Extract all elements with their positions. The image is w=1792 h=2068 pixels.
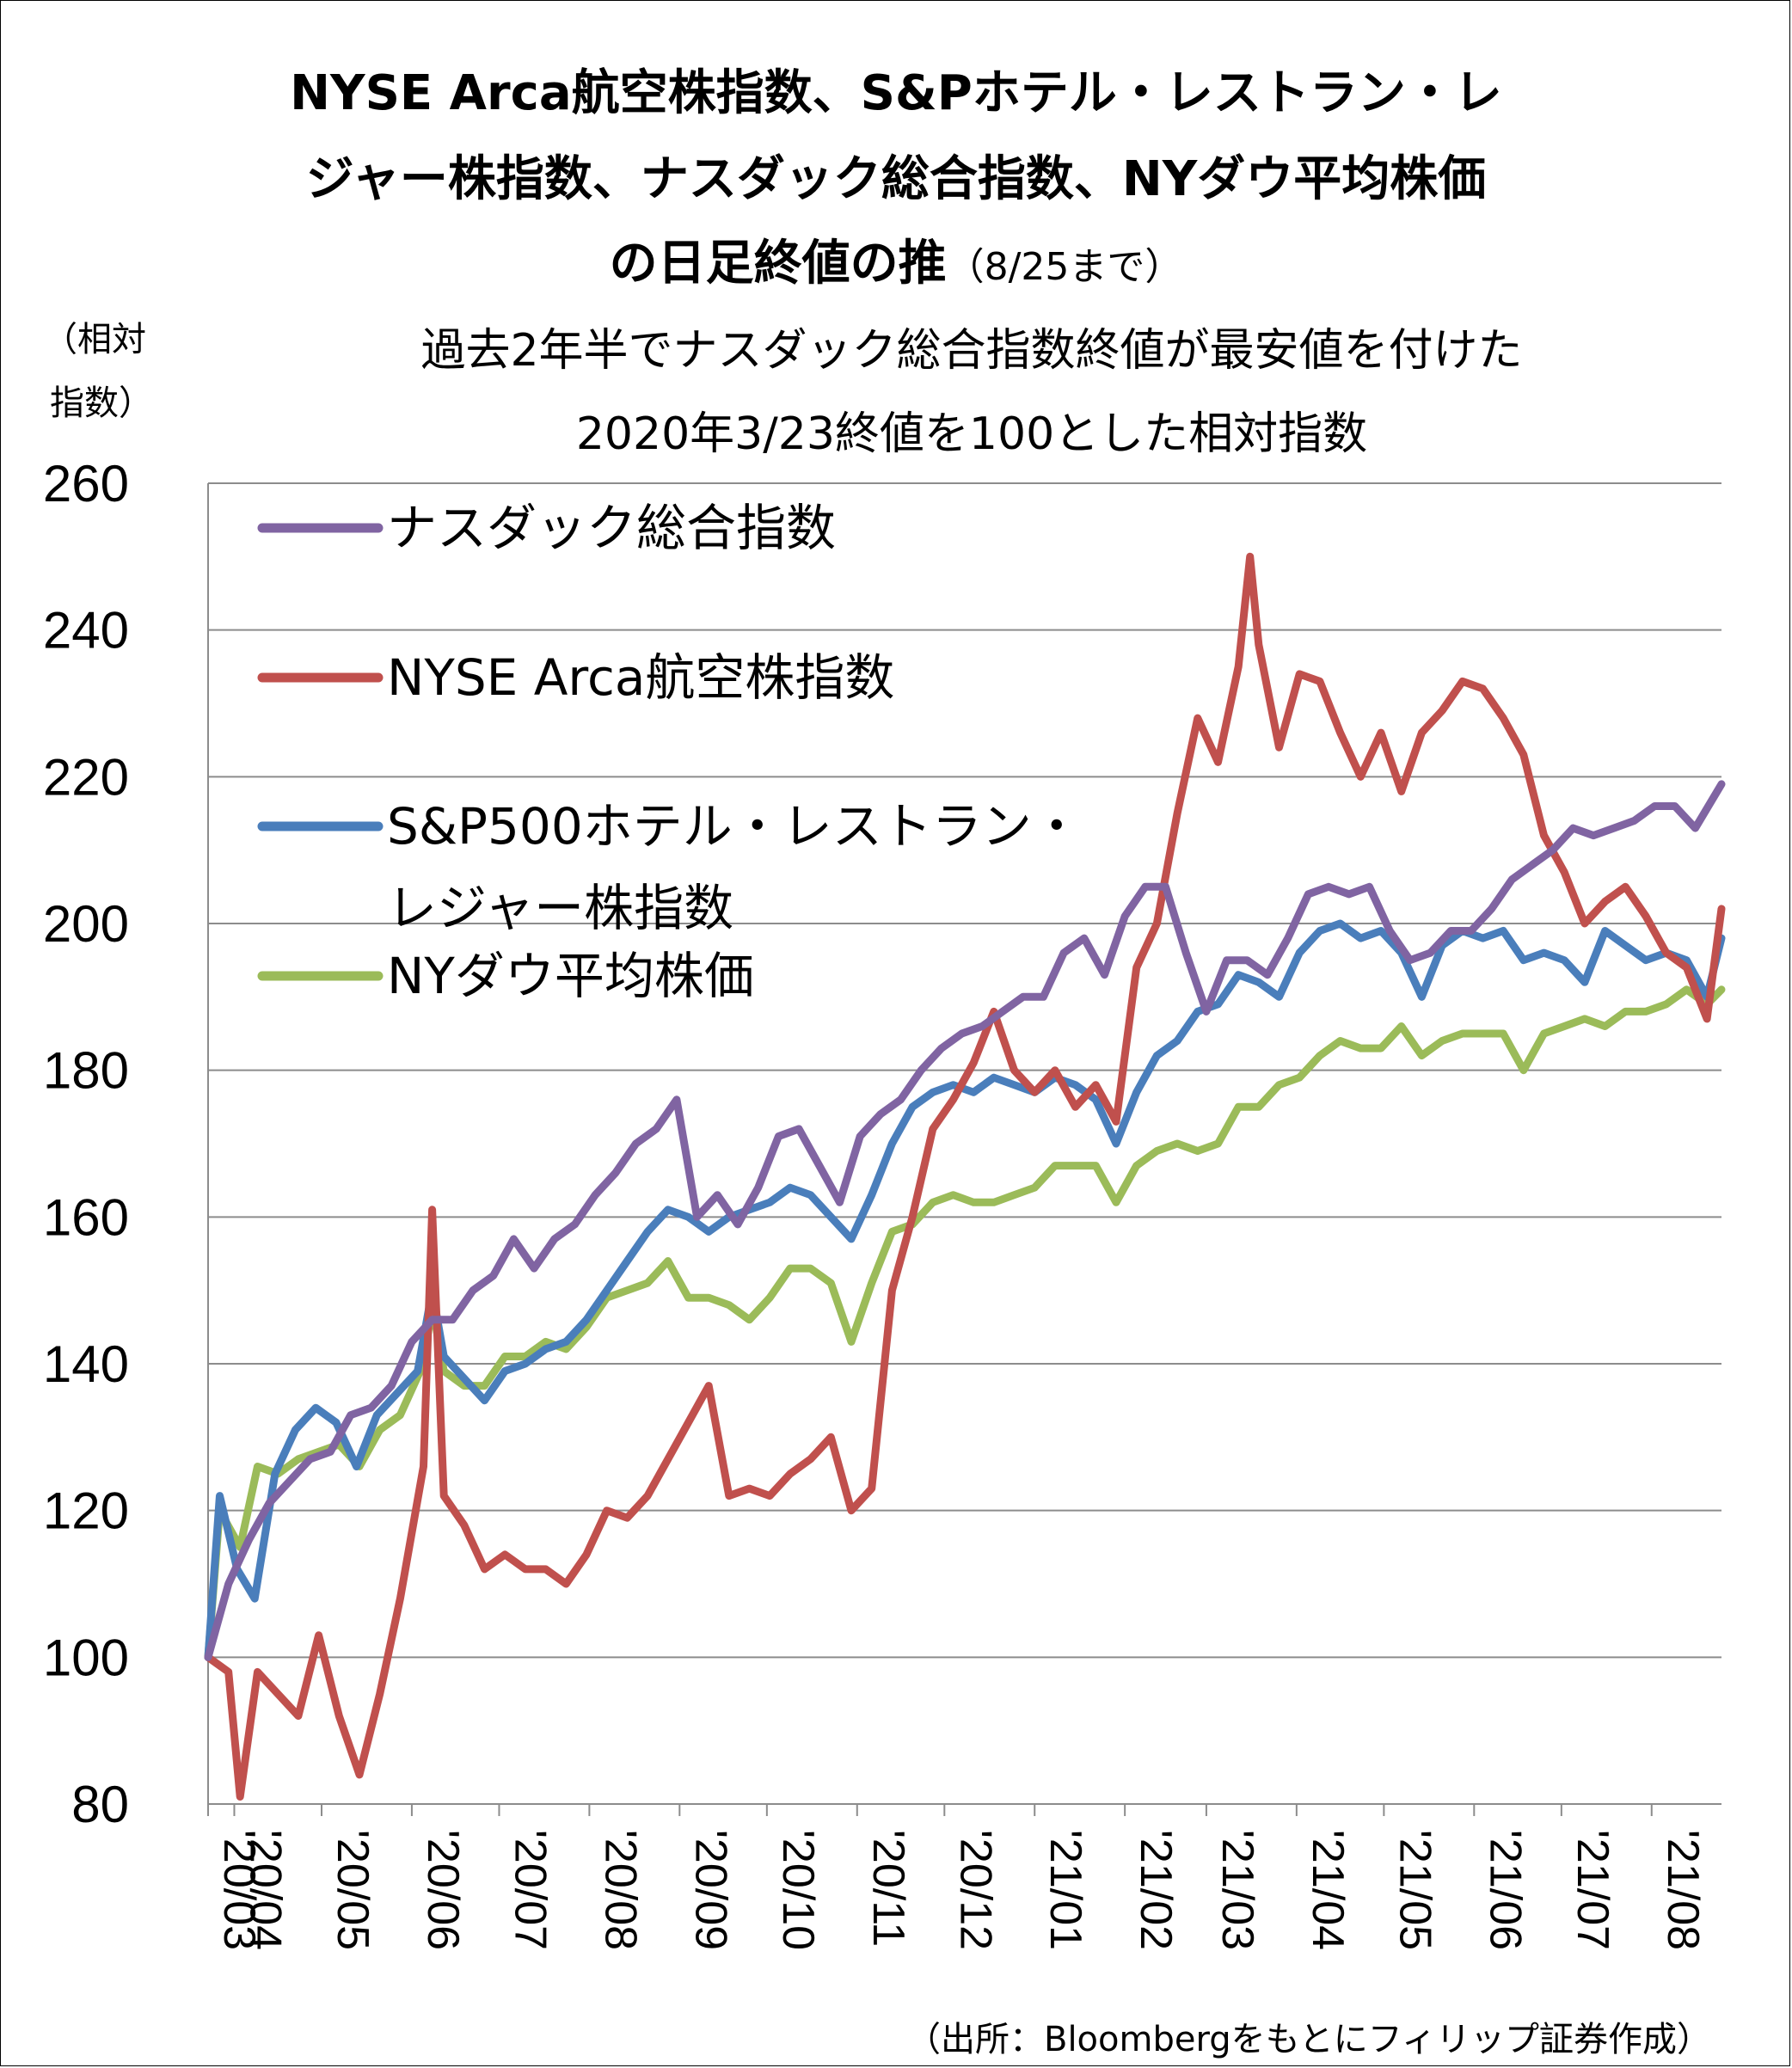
x-tick-label: '20/12 bbox=[950, 1830, 1000, 1950]
source-note: （出所：Bloombergをもとにフィリップ証券作成） bbox=[906, 2020, 1711, 2059]
x-tick-label: '20/07 bbox=[505, 1830, 555, 1950]
x-tick-label: '21/07 bbox=[1568, 1830, 1617, 1950]
x-tick-label: '20/03 bbox=[214, 1830, 264, 1950]
chart-title-line3: の日足終値の推（8/25まで） bbox=[610, 236, 1183, 291]
legend-label: ナスダック総合指数 bbox=[387, 499, 836, 557]
x-tick-label: '21/01 bbox=[1040, 1830, 1090, 1950]
chart-title-line3-main: の日足終値の推 bbox=[610, 236, 947, 291]
x-tick-label: '20/10 bbox=[773, 1830, 823, 1950]
y-tick-label: 220 bbox=[43, 748, 129, 806]
legend-label: S&P500ホテル・レストラン・ bbox=[387, 797, 1082, 856]
series-line-1 bbox=[204, 552, 1726, 1801]
y-unit-label-line2: 指数） bbox=[50, 384, 153, 423]
chart-subtitle-line2: 2020年3/23終値を100とした相対指数 bbox=[576, 408, 1367, 460]
x-tick-label: '21/02 bbox=[1131, 1830, 1181, 1950]
chart-title-line1: NYSE Arca航空株指数、S&Pホテル・レストラン・レ bbox=[290, 65, 1502, 121]
x-tick-label: '20/09 bbox=[685, 1830, 735, 1950]
y-tick-label: 260 bbox=[43, 455, 129, 512]
x-tick-label: '20/06 bbox=[418, 1830, 468, 1950]
x-tick-label: '21/05 bbox=[1390, 1830, 1439, 1950]
y-unit-label-line1: （相対 bbox=[43, 320, 146, 359]
legend: ナスダック総合指数 NYSE Arca航空株指数 S&P500ホテル・レストラン・レ… bbox=[257, 499, 1082, 1005]
y-tick-label: 80 bbox=[71, 1776, 129, 1833]
y-tick-label: 100 bbox=[43, 1629, 129, 1686]
legend-label: レジャー株指数 bbox=[387, 879, 733, 937]
legend-label: NYSE Arca航空株指数 bbox=[387, 648, 894, 707]
chart-subtitle-line1: 過去2年半でナスダック総合指数終値が最安値を付けた bbox=[420, 325, 1522, 377]
y-tick-labels: 80 100 120 140 160 180 200 220 240 260 bbox=[43, 455, 129, 1833]
series-layer bbox=[204, 552, 1726, 1801]
y-tick-label: 160 bbox=[43, 1188, 129, 1246]
x-tick-label: '20/04 bbox=[240, 1830, 290, 1950]
x-tick-label: '20/05 bbox=[328, 1830, 377, 1950]
x-tick-label: '21/04 bbox=[1303, 1830, 1353, 1950]
x-tick-label: '21/03 bbox=[1212, 1830, 1262, 1950]
x-tick-label: '20/11 bbox=[863, 1830, 913, 1947]
grid-layer bbox=[207, 482, 1721, 1805]
y-tick-label: 240 bbox=[43, 602, 129, 660]
chart-title-note: （8/25まで） bbox=[947, 245, 1183, 289]
chart-title-line2: ジャー株指数、ナスダック総合指数、NYダウ平均株価 bbox=[306, 151, 1487, 207]
series-line-0 bbox=[204, 780, 1726, 1661]
y-tick-label: 120 bbox=[43, 1482, 129, 1540]
x-tick-label: '20/08 bbox=[595, 1830, 645, 1950]
y-tick-label: 200 bbox=[43, 895, 129, 953]
x-tick-label: '21/08 bbox=[1658, 1830, 1708, 1950]
x-tick-label: '21/06 bbox=[1480, 1830, 1530, 1950]
legend-label: NYダウ平均株価 bbox=[387, 947, 754, 1005]
x-tick-labels: '20/03'20/04 '20/05 '20/06 '20/07 '20/08 '20/… bbox=[207, 1804, 1708, 1950]
y-tick-label: 180 bbox=[43, 1042, 129, 1100]
y-tick-label: 140 bbox=[43, 1335, 129, 1393]
